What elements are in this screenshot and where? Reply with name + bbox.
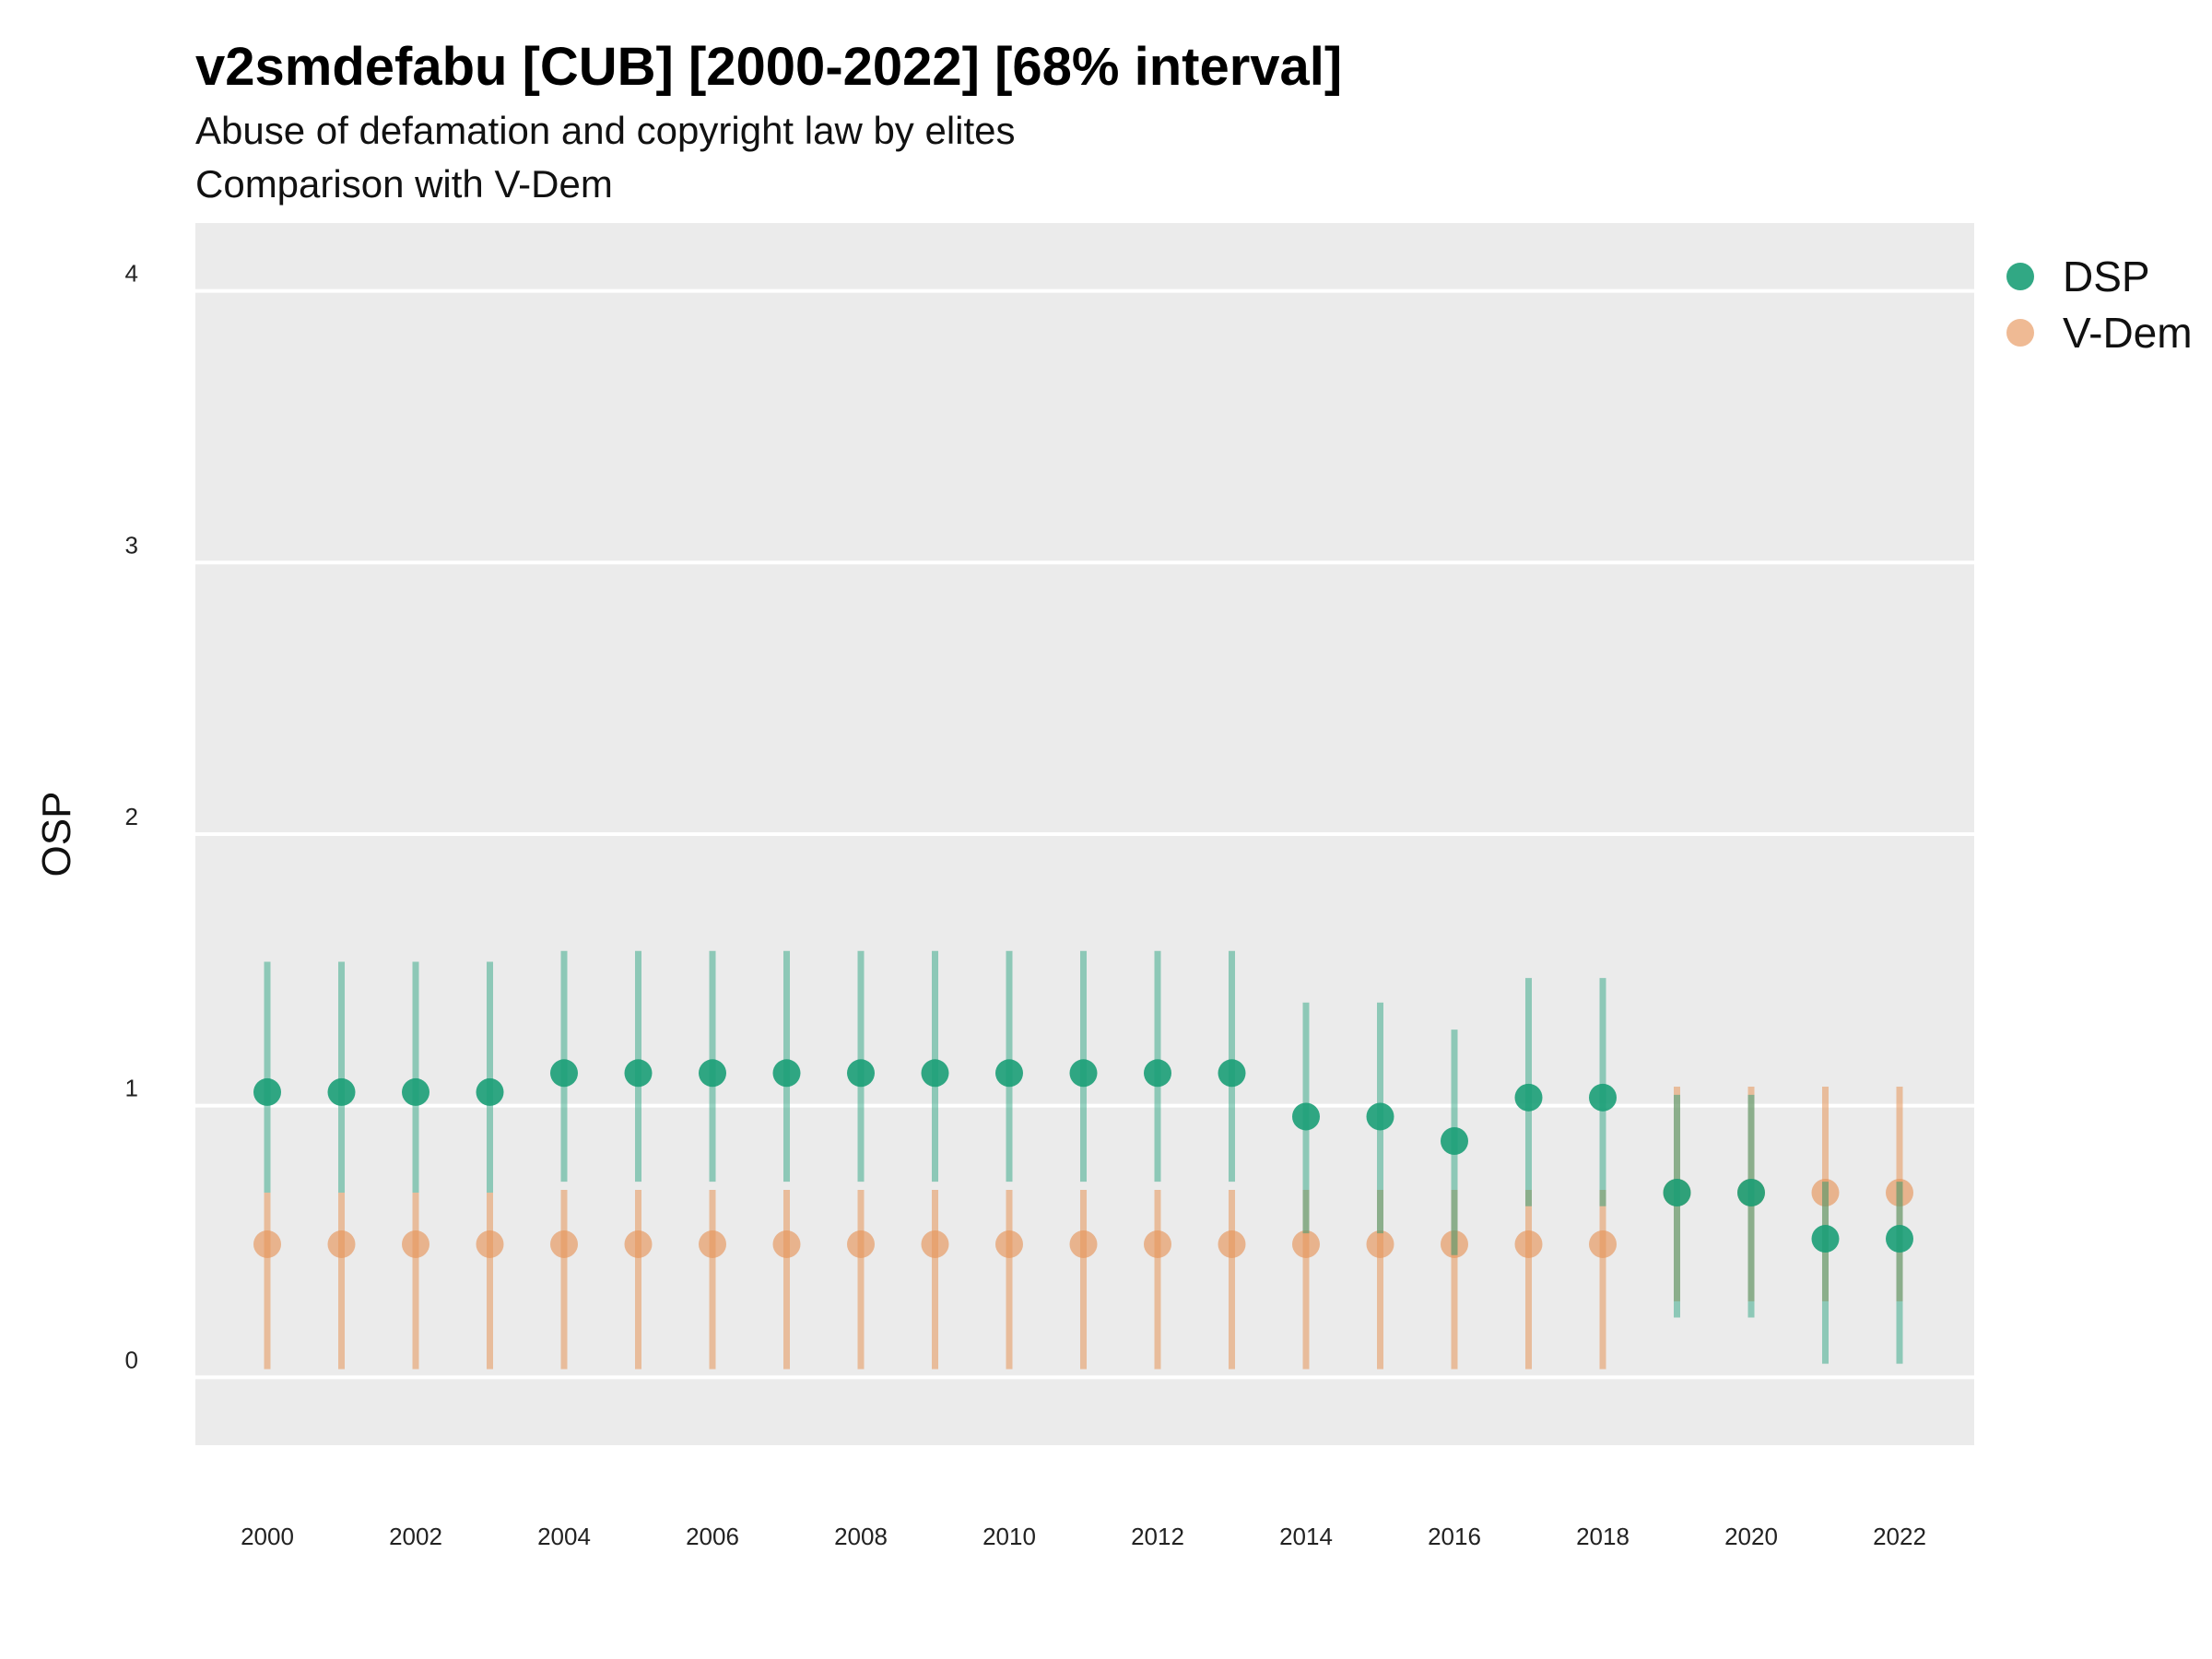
x-tick-label: 2004 <box>537 1523 591 1550</box>
point-dsp-2013 <box>1218 1059 1246 1088</box>
x-tick-label: 2014 <box>1279 1523 1333 1550</box>
chart-subtitle-line-2: Comparison with V-Dem <box>195 162 613 206</box>
point-dsp-2021 <box>1811 1225 1840 1253</box>
point-dsp-2010 <box>995 1059 1023 1088</box>
point-dsp-2012 <box>1144 1059 1171 1088</box>
x-tick-label: 2022 <box>1873 1523 1926 1550</box>
point-dsp-2008 <box>847 1059 875 1088</box>
point-vdem-2018 <box>1589 1230 1617 1258</box>
point-dsp-2022 <box>1886 1225 1913 1253</box>
x-tick-label: 2006 <box>686 1523 739 1550</box>
point-vdem-2016 <box>1441 1230 1468 1258</box>
x-tick-label: 2000 <box>241 1523 294 1550</box>
point-dsp-2014 <box>1292 1102 1320 1131</box>
point-vdem-2022 <box>1886 1178 1913 1206</box>
point-vdem-2021 <box>1811 1178 1840 1206</box>
point-vdem-2017 <box>1514 1230 1543 1258</box>
point-vdem-2006 <box>699 1230 726 1258</box>
legend-marker-vdem <box>2006 319 2034 347</box>
point-dsp-2000 <box>253 1077 281 1106</box>
point-vdem-2014 <box>1292 1230 1320 1258</box>
point-dsp-2006 <box>699 1059 726 1088</box>
x-axis-ticks: 2000 2002 2004 2006 2008 2010 2012 2014 2016 2018… <box>241 1523 1926 1550</box>
chart-title: v2smdefabu [CUB] [2000-2022] [68% interv… <box>195 37 1342 97</box>
y-tick-label: 1 <box>125 1075 138 1102</box>
chart-subtitle-line-1: Abuse of defamation and copyright law by… <box>195 109 1016 152</box>
point-dsp-2019 <box>1663 1178 1691 1206</box>
point-dsp-2003 <box>476 1077 504 1106</box>
point-vdem-2011 <box>1069 1230 1098 1258</box>
y-tick-label: 4 <box>125 260 138 288</box>
x-tick-label: 2008 <box>834 1523 888 1550</box>
x-tick-label: 2016 <box>1428 1523 1481 1550</box>
y-axis-label: OSP <box>34 792 79 877</box>
point-vdem-2000 <box>253 1230 281 1258</box>
legend-label-vdem: V-Dem <box>2063 309 2193 357</box>
point-vdem-2001 <box>327 1230 356 1258</box>
point-dsp-2018 <box>1589 1083 1617 1112</box>
point-vdem-2004 <box>550 1230 578 1258</box>
point-dsp-2004 <box>550 1059 578 1088</box>
y-tick-label: 0 <box>125 1346 138 1373</box>
y-tick-label: 2 <box>125 803 138 830</box>
point-dsp-2020 <box>1737 1178 1765 1206</box>
x-tick-label: 2012 <box>1131 1523 1184 1550</box>
point-vdem-2002 <box>402 1230 429 1258</box>
point-dsp-2017 <box>1514 1083 1543 1112</box>
point-vdem-2003 <box>476 1230 504 1258</box>
point-dsp-2007 <box>772 1059 801 1088</box>
point-dsp-2016 <box>1441 1126 1468 1155</box>
x-tick-label: 2020 <box>1724 1523 1778 1550</box>
point-dsp-2002 <box>402 1077 429 1106</box>
point-vdem-2005 <box>624 1230 653 1258</box>
point-vdem-2008 <box>847 1230 875 1258</box>
point-vdem-2009 <box>921 1230 949 1258</box>
point-dsp-2005 <box>624 1059 653 1088</box>
point-dsp-2001 <box>327 1077 356 1106</box>
legend-marker-dsp <box>2006 263 2034 290</box>
point-vdem-2013 <box>1218 1230 1246 1258</box>
legend-label-dsp: DSP <box>2063 253 2150 300</box>
data-marks <box>253 950 1913 1370</box>
point-dsp-2011 <box>1069 1059 1098 1088</box>
y-tick-label: 3 <box>125 531 138 559</box>
point-vdem-2012 <box>1144 1230 1171 1258</box>
point-vdem-2007 <box>772 1230 801 1258</box>
x-tick-label: 2002 <box>389 1523 442 1550</box>
point-vdem-2015 <box>1366 1230 1394 1258</box>
point-vdem-2010 <box>995 1230 1023 1258</box>
point-dsp-2015 <box>1366 1102 1394 1131</box>
x-tick-label: 2018 <box>1576 1523 1630 1550</box>
y-axis-ticks: 0 1 2 3 4 <box>125 260 138 1374</box>
x-tick-label: 2010 <box>982 1523 1036 1550</box>
point-dsp-2009 <box>921 1059 949 1088</box>
legend: DSP V-Dem <box>2006 253 2193 357</box>
